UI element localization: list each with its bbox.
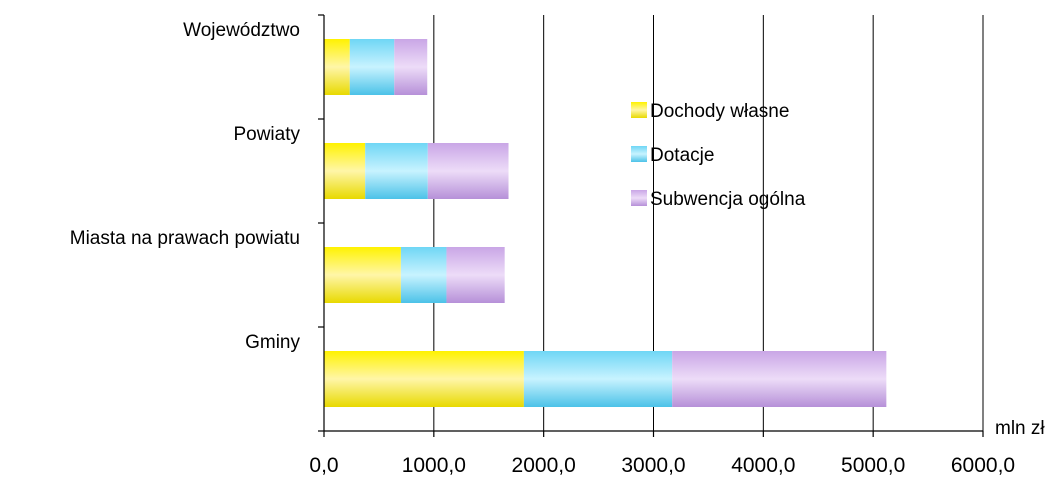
x-tick-label: 6000,0 bbox=[951, 454, 1015, 477]
legend-label: Dotacje bbox=[650, 145, 714, 166]
x-tick-labels: 0,0 1000,0 2000,0 3000,0 4000,0 5000,0 6000,0 bbox=[309, 454, 1015, 477]
bar-segment bbox=[394, 39, 428, 95]
legend-label: Dochody własne bbox=[650, 101, 789, 122]
x-tick-label: 3000,0 bbox=[621, 454, 685, 477]
category-label: Gminy bbox=[245, 332, 300, 353]
bar-segment bbox=[349, 39, 395, 95]
legend-label: Subwencja ogólna bbox=[650, 189, 806, 210]
bar-segment bbox=[324, 351, 524, 407]
x-tick-label: 2000,0 bbox=[512, 454, 576, 477]
category-label: Województwo bbox=[183, 20, 300, 41]
category-labels: Województwo Powiaty Miasta na prawach powi… bbox=[70, 20, 301, 353]
x-tick-label: 0,0 bbox=[309, 454, 338, 477]
x-tick-label: 1000,0 bbox=[402, 454, 466, 477]
bar-segment bbox=[365, 143, 428, 199]
x-axis-label: mln zł bbox=[995, 418, 1045, 439]
bar-segment bbox=[427, 143, 509, 199]
category-label: Miasta na prawach powiatu bbox=[70, 228, 300, 249]
legend-swatch bbox=[631, 190, 647, 206]
bar-segment bbox=[400, 247, 447, 303]
bars bbox=[324, 39, 887, 407]
legend-swatch bbox=[631, 146, 647, 162]
bar-segment bbox=[324, 39, 350, 95]
legend-swatch bbox=[631, 102, 647, 118]
bar-segment bbox=[446, 247, 505, 303]
category-label: Powiaty bbox=[233, 124, 300, 145]
x-tick-label: 4000,0 bbox=[731, 454, 795, 477]
bar-segment bbox=[523, 351, 673, 407]
axes bbox=[318, 14, 984, 437]
bar-segment bbox=[324, 247, 401, 303]
legend: Dochody własne Dotacje Subwencja ogólna bbox=[631, 101, 806, 210]
bar-segment bbox=[324, 143, 366, 199]
bar-segment bbox=[672, 351, 887, 407]
x-tick-label: 5000,0 bbox=[841, 454, 905, 477]
